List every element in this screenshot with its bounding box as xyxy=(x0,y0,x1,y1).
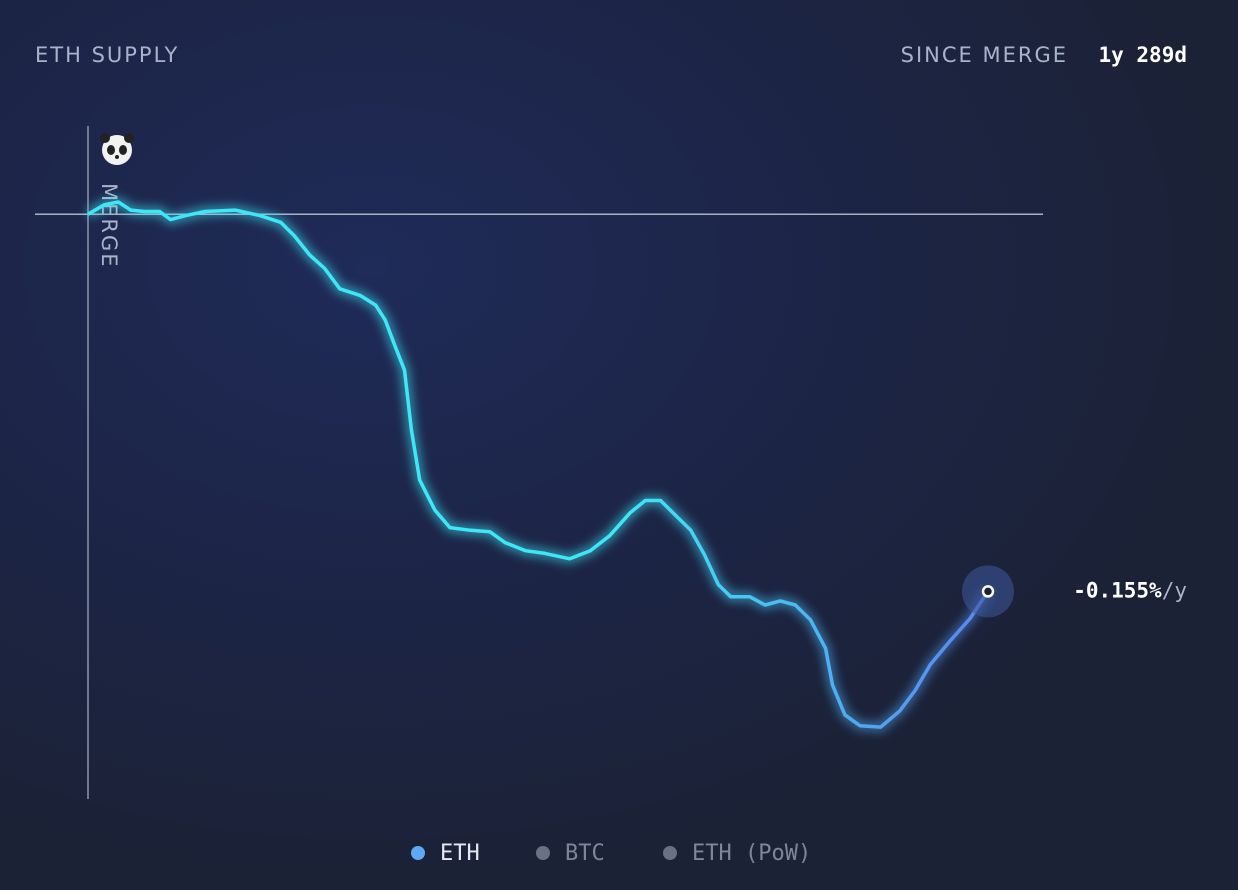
legend-dot xyxy=(411,846,425,860)
panda-icon xyxy=(100,133,134,165)
end-point xyxy=(981,585,995,598)
end-unit: /y xyxy=(1162,578,1187,602)
legend-label: ETH xyxy=(440,841,480,866)
legend-label: ETH (PoW) xyxy=(692,841,811,866)
legend-item[interactable]: ETH (PoW) xyxy=(663,841,811,866)
supply-line xyxy=(87,200,990,729)
merge-label: MERGE xyxy=(97,183,121,269)
legend-dot xyxy=(663,846,677,860)
chart-title: ETH SUPPLY xyxy=(35,43,179,67)
end-value: -0.155% xyxy=(1073,578,1162,602)
legend-dot xyxy=(536,846,550,860)
legend-item[interactable]: ETH xyxy=(411,841,480,866)
period-label: SINCE MERGE xyxy=(901,43,1068,67)
legend-item[interactable]: BTC xyxy=(536,841,605,866)
legend-label: BTC xyxy=(565,841,605,866)
period-value: 1y 289d xyxy=(1098,43,1187,67)
end-label: -0.155%/y xyxy=(1073,578,1187,602)
